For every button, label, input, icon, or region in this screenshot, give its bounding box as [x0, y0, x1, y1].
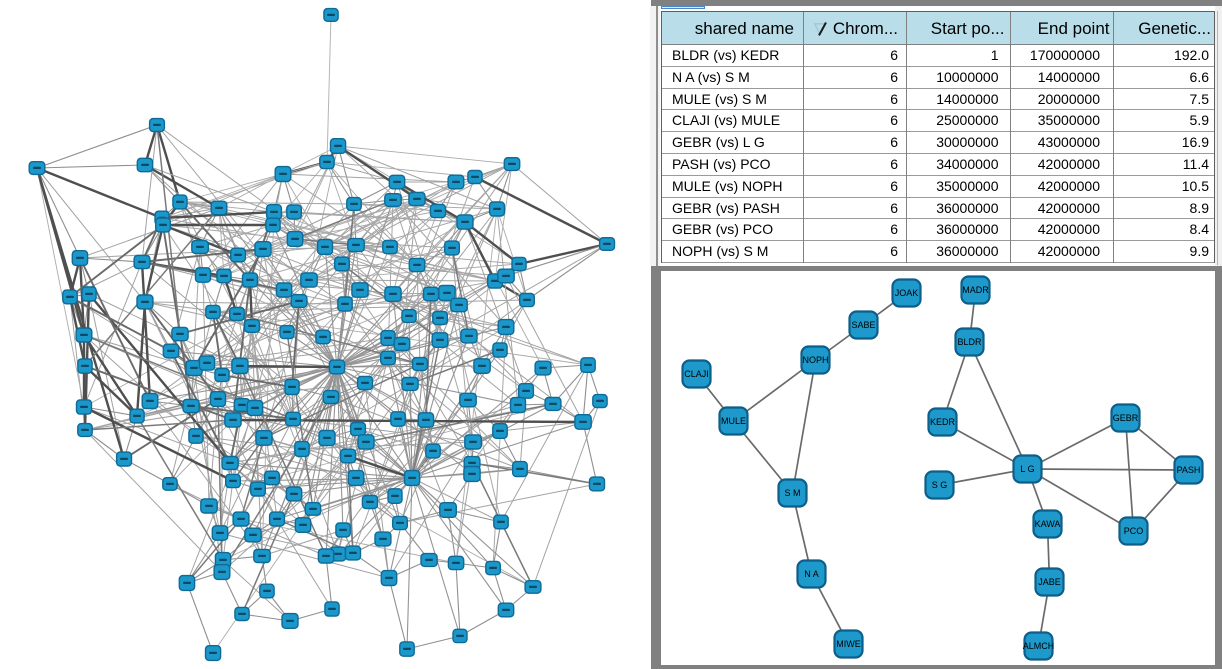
svg-text:MULE: MULE [720, 416, 745, 426]
svg-text:S M: S M [784, 488, 800, 498]
svg-text:BLDR: BLDR [957, 337, 982, 347]
svg-text:PCO: PCO [1123, 526, 1143, 536]
svg-text:CLAJI: CLAJI [684, 369, 709, 379]
svg-text:KAWA: KAWA [1034, 519, 1060, 529]
svg-text:NOPH: NOPH [802, 355, 828, 365]
svg-text:ALMCH: ALMCH [1022, 641, 1054, 651]
svg-text:MIWE: MIWE [836, 639, 861, 649]
svg-text:KEDR: KEDR [929, 417, 955, 427]
svg-text:JABE: JABE [1038, 577, 1061, 587]
svg-text:S G: S G [931, 480, 947, 490]
svg-text:L G: L G [1020, 464, 1034, 474]
svg-text:MADR: MADR [962, 285, 989, 295]
svg-text:N A: N A [804, 569, 819, 579]
svg-text:JOAK: JOAK [894, 288, 918, 298]
svg-text:GEBR: GEBR [1112, 413, 1138, 423]
svg-text:PASH: PASH [1176, 465, 1200, 475]
svg-text:SABE: SABE [851, 320, 875, 330]
